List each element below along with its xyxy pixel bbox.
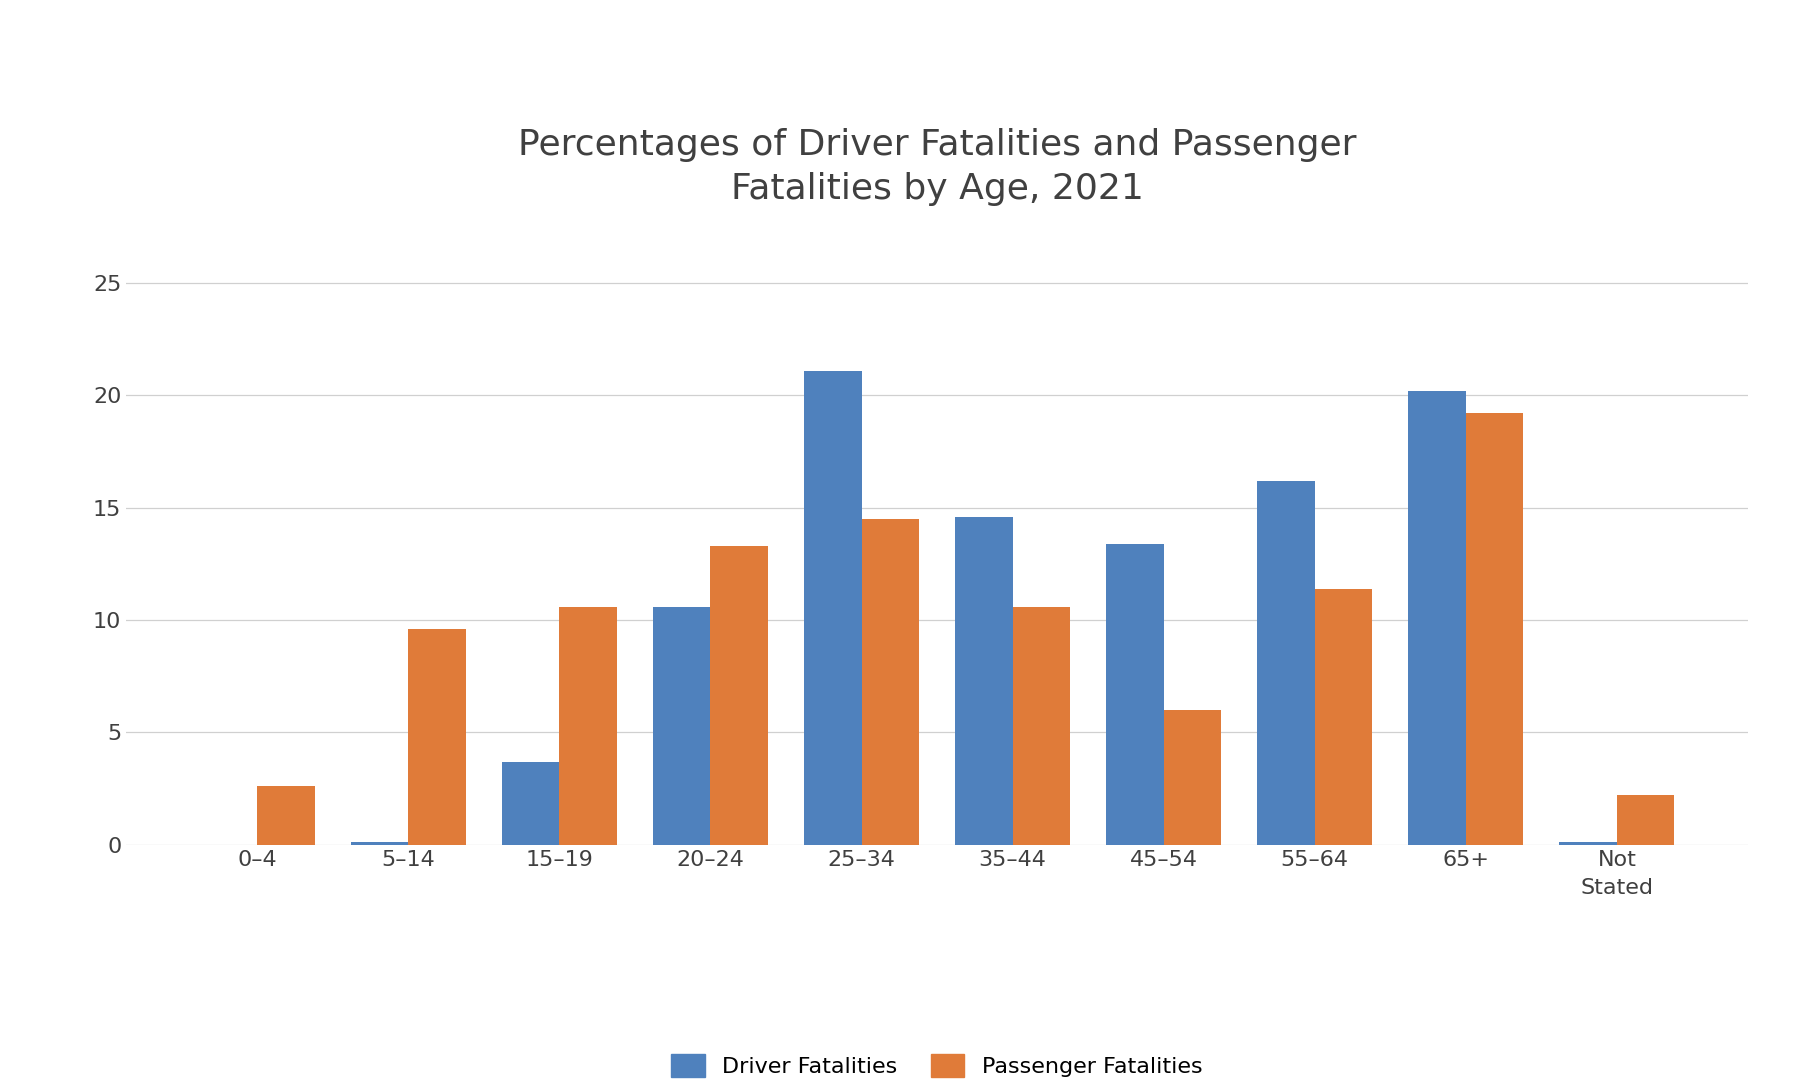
- Bar: [1106, 544, 1164, 845]
- Bar: [559, 606, 616, 845]
- Bar: [1616, 795, 1674, 845]
- Bar: [1258, 481, 1315, 845]
- Bar: [409, 629, 465, 845]
- Bar: [652, 606, 710, 845]
- Bar: [1315, 589, 1371, 845]
- Bar: [1013, 606, 1070, 845]
- Bar: [1559, 843, 1616, 845]
- Bar: [1465, 414, 1523, 845]
- Legend: Driver Fatalities, Passenger Fatalities: Driver Fatalities, Passenger Fatalities: [660, 1043, 1215, 1083]
- Bar: [258, 786, 315, 845]
- Bar: [861, 519, 919, 845]
- Bar: [1409, 391, 1465, 845]
- Bar: [503, 761, 559, 845]
- Bar: [710, 546, 768, 845]
- Bar: [1164, 710, 1222, 845]
- Bar: [351, 843, 409, 845]
- Bar: [955, 517, 1013, 845]
- Bar: [804, 370, 861, 845]
- Title: Percentages of Driver Fatalities and Passenger
Fatalities by Age, 2021: Percentages of Driver Fatalities and Pas…: [517, 128, 1357, 207]
